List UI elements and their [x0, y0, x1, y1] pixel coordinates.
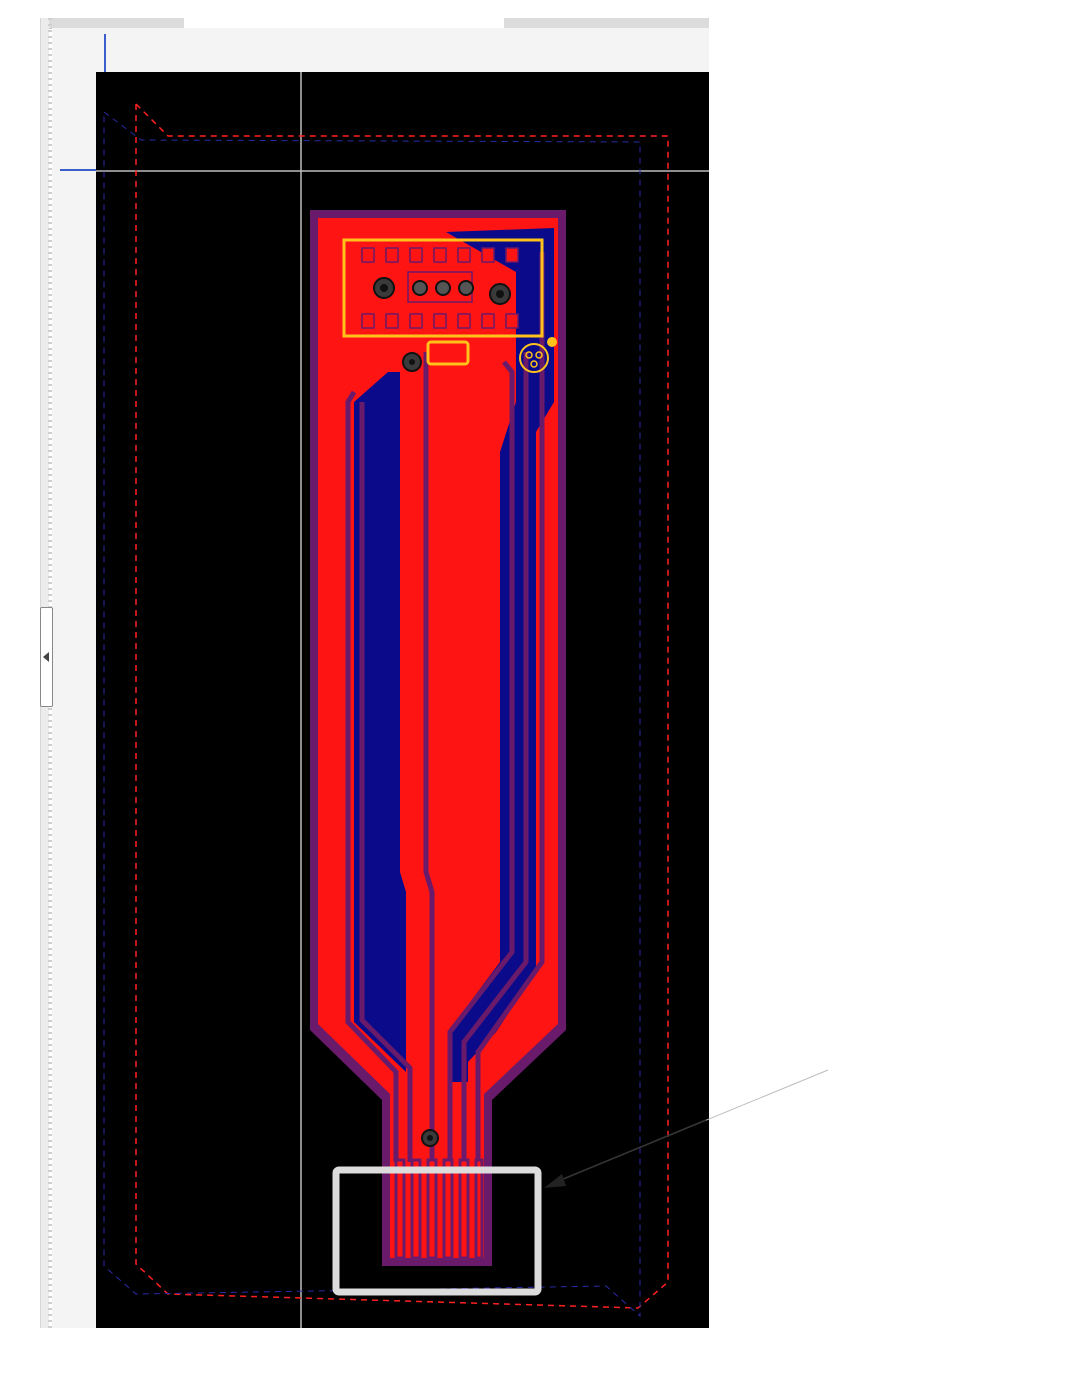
via-holes — [373, 277, 511, 1147]
chevron-left-icon[interactable] — [40, 607, 53, 707]
bottom-copper-region — [354, 372, 406, 1072]
fiducial-marker-icon — [519, 337, 557, 373]
keepout-outline — [135, 102, 669, 1309]
ruler-corner — [52, 28, 96, 72]
pcb-design-canvas[interactable] — [96, 72, 709, 1328]
vertical-ruler — [52, 72, 96, 1328]
bottom-keepout-outline — [103, 110, 641, 1318]
connector-footprint-outline — [342, 238, 544, 338]
stiffener-highlight-box — [332, 1166, 542, 1296]
c2-footprint-outline — [426, 340, 470, 366]
horizontal-ruler — [52, 28, 709, 72]
